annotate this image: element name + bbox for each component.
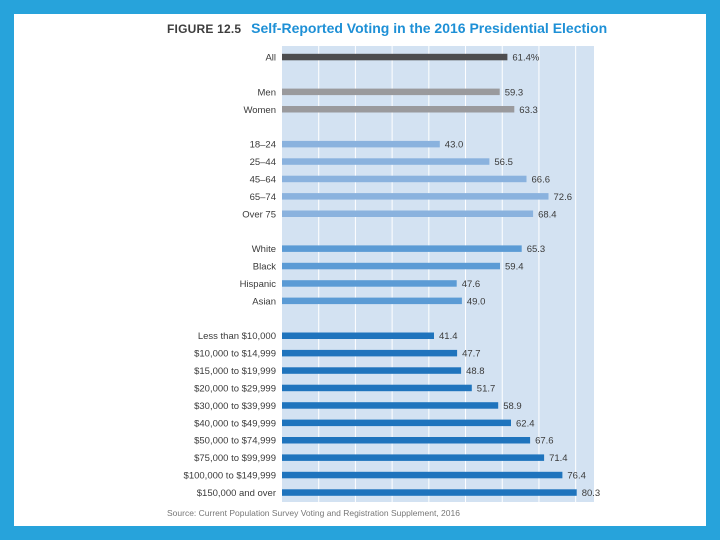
category-label: 45–64 bbox=[250, 174, 276, 185]
category-label: $100,000 to $149,999 bbox=[184, 471, 276, 482]
figure-label: FIGURE 12.5 bbox=[167, 22, 242, 36]
category-label: 18–24 bbox=[250, 140, 276, 151]
data-label: 56.5 bbox=[494, 157, 513, 168]
bar bbox=[282, 88, 500, 96]
data-label: 65.3 bbox=[527, 244, 546, 255]
bar bbox=[282, 210, 534, 217]
category-label: Hispanic bbox=[240, 279, 277, 290]
bar bbox=[282, 262, 500, 270]
chart-title-block: FIGURE 12.5 Self-Reported Voting in the … bbox=[167, 20, 607, 36]
category-label: White bbox=[252, 244, 276, 255]
bar bbox=[282, 402, 499, 409]
data-label: 71.4 bbox=[549, 453, 568, 464]
data-label: 48.8 bbox=[466, 366, 485, 377]
category-label: Women bbox=[243, 105, 276, 116]
data-label: 68.4 bbox=[538, 209, 557, 220]
category-label: $20,000 to $29,999 bbox=[194, 384, 276, 395]
bar bbox=[282, 106, 515, 113]
category-label: $30,000 to $39,999 bbox=[194, 401, 276, 412]
category-label: $15,000 to $19,999 bbox=[194, 366, 276, 377]
bar bbox=[282, 245, 522, 252]
category-label: $50,000 to $74,999 bbox=[194, 436, 276, 447]
category-label: $40,000 to $49,999 bbox=[194, 418, 276, 429]
bar bbox=[282, 437, 531, 444]
bar bbox=[282, 419, 511, 427]
category-label: $10,000 to $14,999 bbox=[194, 349, 276, 360]
category-label: Men bbox=[258, 87, 276, 98]
bar bbox=[282, 193, 549, 200]
data-label: 59.3 bbox=[505, 87, 524, 98]
data-label: 76.4 bbox=[567, 471, 586, 482]
category-label: Black bbox=[253, 262, 276, 273]
category-label: 65–74 bbox=[250, 192, 276, 203]
data-label: 63.3 bbox=[519, 105, 538, 116]
category-label: $150,000 and over bbox=[197, 488, 276, 499]
bar bbox=[282, 140, 440, 148]
category-label: Over 75 bbox=[242, 209, 276, 220]
data-label: 72.6 bbox=[554, 192, 573, 203]
category-label: Asian bbox=[252, 296, 276, 307]
data-label: 47.6 bbox=[462, 279, 481, 290]
bar bbox=[282, 489, 577, 496]
bar bbox=[282, 471, 563, 479]
bar bbox=[282, 297, 462, 305]
data-label: 41.4 bbox=[439, 331, 458, 342]
category-label: 25–44 bbox=[250, 157, 276, 168]
data-label: 59.4 bbox=[505, 262, 524, 273]
bar bbox=[282, 384, 472, 392]
data-label: 62.4 bbox=[516, 418, 535, 429]
data-label: 67.6 bbox=[535, 436, 554, 447]
bar bbox=[282, 332, 434, 339]
category-label: $75,000 to $99,999 bbox=[194, 453, 276, 464]
bar bbox=[282, 158, 490, 165]
source-note: Source: Current Population Survey Voting… bbox=[167, 508, 460, 518]
data-label: 51.7 bbox=[477, 384, 496, 395]
bar bbox=[282, 367, 462, 374]
data-label: 80.3 bbox=[582, 488, 601, 499]
bar bbox=[282, 454, 545, 461]
bar bbox=[282, 175, 527, 183]
data-label: 49.0 bbox=[467, 296, 486, 307]
category-label: All bbox=[265, 53, 276, 64]
chart-title: Self-Reported Voting in the 2016 Preside… bbox=[251, 20, 608, 36]
data-label: 58.9 bbox=[503, 401, 522, 412]
bar bbox=[282, 53, 508, 61]
bar bbox=[282, 280, 457, 287]
data-label: 43.0 bbox=[445, 140, 464, 151]
data-label: 61.4% bbox=[512, 53, 539, 64]
data-label: 47.7 bbox=[462, 349, 481, 360]
plot-area bbox=[282, 46, 594, 502]
data-label: 66.6 bbox=[532, 174, 551, 185]
category-label: Less than $10,000 bbox=[198, 331, 276, 342]
bar bbox=[282, 349, 458, 357]
